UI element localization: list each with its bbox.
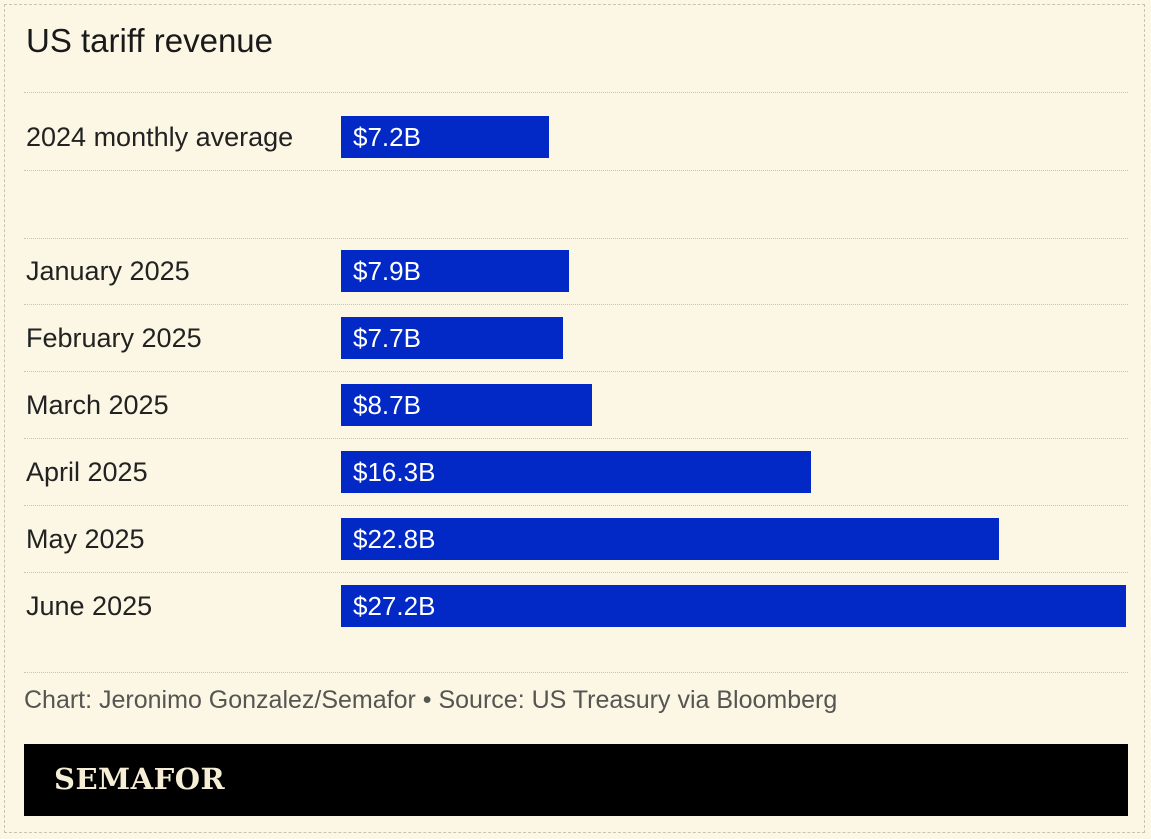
bar-value-label: $16.3B [353, 456, 436, 487]
brand-footer: SEMAFOR [24, 744, 1128, 816]
bar-value-label: $7.2B [353, 121, 421, 152]
bar-value-label: $8.7B [353, 389, 421, 420]
chart-footnote: Chart: Jeronimo Gonzalez/Semafor • Sourc… [24, 686, 838, 714]
category-label: 2024 monthly average [26, 122, 294, 152]
bar: $7.2B [341, 116, 549, 158]
bar: $8.7B [341, 384, 592, 426]
row-divider [24, 672, 1128, 673]
row-divider [24, 238, 1128, 239]
semafor-logo: SEMAFOR [54, 762, 226, 796]
row-divider [24, 170, 1128, 171]
bar: $16.3B [341, 451, 811, 493]
category-label: February 2025 [26, 323, 202, 353]
category-label: January 2025 [26, 256, 190, 286]
category-label: March 2025 [26, 390, 169, 420]
bar: $27.2B [341, 585, 1126, 627]
row-divider [24, 505, 1128, 506]
category-label: June 2025 [26, 591, 153, 621]
row-divider [24, 438, 1128, 439]
chart-title: US tariff revenue [26, 22, 274, 59]
row-divider [24, 371, 1128, 372]
bar-value-label: $27.2B [353, 590, 436, 621]
category-label: April 2025 [26, 457, 148, 487]
bar: $7.9B [341, 250, 569, 292]
category-label: May 2025 [26, 524, 145, 554]
bar: $7.7B [341, 317, 563, 359]
bar-value-label: $22.8B [353, 523, 436, 554]
chart-frame [4, 4, 1145, 833]
row-divider [24, 572, 1128, 573]
row-divider [24, 304, 1128, 305]
bar-value-label: $7.9B [353, 255, 421, 286]
row-divider [24, 92, 1128, 93]
bar: $22.8B [341, 518, 999, 560]
bar-value-label: $7.7B [353, 322, 421, 353]
